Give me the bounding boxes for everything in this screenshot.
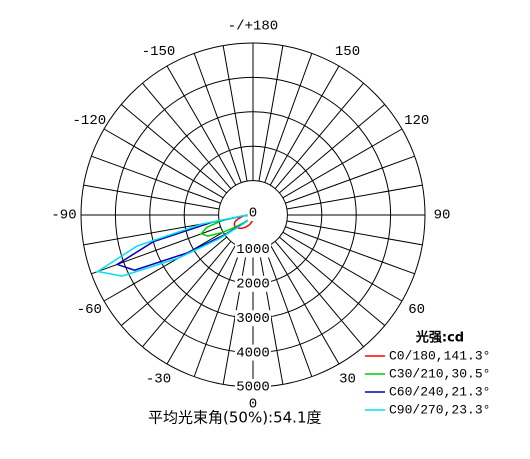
ring-label-bg	[235, 379, 271, 395]
ring-label-bg	[235, 275, 271, 292]
grid	[80, 42, 426, 388]
angle-label: -120	[73, 113, 107, 129]
ring-label: 4000	[236, 345, 270, 361]
angle-label: 30	[339, 371, 356, 387]
ring-label: 0	[249, 206, 257, 222]
labels: -/+180 150 120 90 60 30 0 -30 -60 -90 -120 -150 0 100…	[51, 19, 450, 413]
ring-label-bg	[235, 344, 271, 361]
ring-label: 5000	[236, 380, 270, 396]
angle-label: 60	[408, 302, 425, 318]
ring-label-bg	[247, 205, 259, 221]
ring-label-bg	[235, 241, 271, 258]
legend-title: 光强:cd	[415, 330, 464, 346]
angle-label: 90	[434, 208, 451, 224]
angle-label: -60	[77, 302, 102, 318]
footnote: 平均光束角(50%):54.1度	[148, 409, 322, 427]
legend-label: C30/210,30.5°	[389, 366, 490, 381]
angle-label: -30	[146, 371, 171, 387]
angle-label: 120	[404, 113, 429, 129]
legend-label: C60/240,21.3°	[389, 384, 490, 399]
ring-label-bg	[235, 310, 271, 327]
angle-label: 0	[249, 397, 257, 413]
legend-label: C0/180,141.3°	[389, 348, 490, 363]
angle-label: 150	[335, 44, 360, 60]
angle-label: -150	[142, 44, 176, 60]
angle-label: -90	[51, 208, 76, 224]
ring-label: 3000	[236, 311, 270, 327]
ring-label: 2000	[236, 277, 270, 293]
angle-label: -/+180	[228, 19, 278, 35]
ring-label: 1000	[236, 242, 270, 258]
legend-label: C90/270,23.3°	[389, 402, 490, 417]
